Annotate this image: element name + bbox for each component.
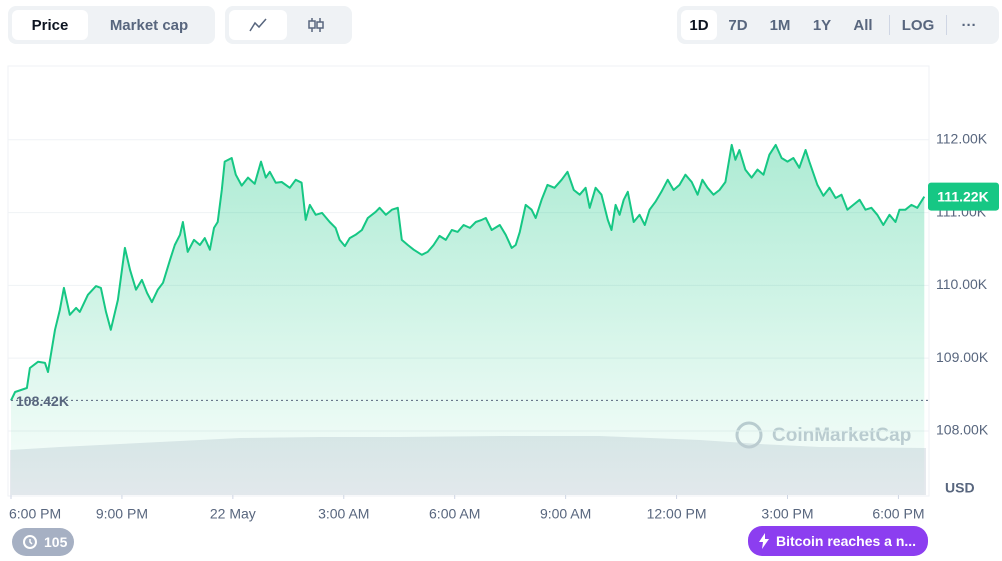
reference-label: 108.42K bbox=[16, 393, 69, 409]
x-tick-label: 22 May bbox=[210, 506, 256, 522]
x-tick-label: 12:00 PM bbox=[647, 506, 707, 522]
y-tick-label: 110.00K bbox=[936, 276, 988, 292]
line-style-button[interactable] bbox=[229, 10, 287, 40]
news-pill[interactable]: Bitcoin reaches a n... bbox=[748, 526, 928, 556]
y-tick-label: 109.00K bbox=[936, 349, 989, 365]
range-button[interactable]: 1Y bbox=[812, 16, 832, 34]
last-price-badge bbox=[928, 182, 999, 211]
y-tick-label: 108.00K bbox=[936, 422, 989, 438]
news-text: Bitcoin reaches a n... bbox=[776, 533, 917, 549]
chart-style-group bbox=[225, 6, 352, 44]
x-tick-label: 3:00 AM bbox=[318, 506, 369, 522]
candle-icon bbox=[308, 18, 324, 32]
divider bbox=[946, 15, 947, 35]
watermark-text: CoinMarketCap bbox=[772, 425, 911, 446]
range-button[interactable]: All bbox=[853, 16, 873, 34]
candle-style-button[interactable] bbox=[287, 10, 345, 40]
badge-count: 105 bbox=[44, 534, 68, 550]
x-tick-label: 9:00 AM bbox=[540, 506, 591, 522]
y-tick-label: 111.00K bbox=[936, 203, 987, 219]
range-button[interactable]: 7D bbox=[728, 16, 748, 34]
range-button[interactable]: 1D bbox=[681, 10, 717, 40]
x-tick-label: 6:00 PM bbox=[9, 506, 61, 522]
watermark: CoinMarketCap bbox=[735, 421, 911, 449]
plot-frame bbox=[7, 65, 930, 497]
x-tick-label: 6:00 PM bbox=[872, 506, 924, 522]
area bbox=[11, 144, 925, 495]
range-group: 1D 7D 1M 1Y All LOG ··· bbox=[677, 6, 999, 44]
history-icon bbox=[23, 535, 37, 549]
tab[interactable]: Market cap bbox=[109, 16, 189, 34]
volume-band bbox=[10, 436, 926, 495]
price-line bbox=[10, 143, 926, 401]
log-button[interactable]: LOG bbox=[901, 16, 935, 34]
y-tick-label: 112.00K bbox=[936, 130, 988, 146]
bolt-icon bbox=[759, 533, 769, 549]
last-price-label: 111.22K bbox=[937, 188, 988, 204]
tab[interactable]: Price bbox=[12, 10, 88, 40]
x-tick-label: 3:00 PM bbox=[761, 506, 813, 522]
y-unit: USD bbox=[945, 480, 975, 496]
range-button[interactable]: 1M bbox=[769, 16, 791, 34]
more-button[interactable]: ··· bbox=[961, 16, 977, 34]
history-badge[interactable]: 105 bbox=[12, 528, 74, 556]
divider bbox=[889, 15, 890, 35]
line-icon bbox=[249, 18, 267, 32]
tab-group: Price Market cap bbox=[8, 6, 215, 44]
x-tick-label: 6:00 AM bbox=[429, 506, 480, 522]
x-tick-label: 9:00 PM bbox=[96, 506, 148, 522]
